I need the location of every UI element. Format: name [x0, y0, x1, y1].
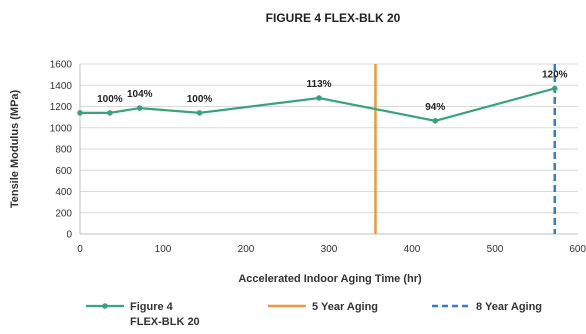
- x-tick-label: 0: [77, 244, 83, 255]
- y-tick-label: 0: [66, 230, 72, 241]
- legend-series-marker: [102, 303, 108, 309]
- x-axis-label: Accelerated Indoor Aging Time (hr): [238, 273, 422, 285]
- y-tick-label: 1200: [50, 102, 73, 113]
- x-tick-label: 600: [569, 244, 586, 255]
- x-axis-ticks: 0 100 200 300 400 500 600: [77, 244, 586, 255]
- plot-border: [79, 64, 578, 235]
- data-point: [77, 110, 83, 116]
- data-point: [136, 105, 143, 111]
- data-label: 100%: [187, 94, 213, 105]
- data-point: [551, 85, 558, 92]
- reference-lines: [374, 64, 557, 234]
- y-axis-ticks: 0 200 400 600 800 1000 1200 1400 1600: [50, 60, 73, 241]
- y-tick-label: 600: [55, 166, 72, 177]
- y-tick-label: 1400: [50, 81, 73, 92]
- x-tick-label: 100: [155, 244, 172, 255]
- data-label: 120%: [542, 69, 568, 80]
- x-tick-label: 300: [321, 244, 338, 255]
- data-point: [432, 118, 439, 124]
- data-label: 94%: [425, 102, 445, 113]
- y-tick-label: 1000: [50, 123, 73, 134]
- y-tick-label: 400: [55, 187, 72, 198]
- data-point: [107, 110, 113, 116]
- series-group: [77, 85, 558, 124]
- data-label: 113%: [307, 79, 332, 90]
- data-point: [316, 95, 322, 101]
- legend: Figure 4 FLEX-BLK 20 5 Year Aging 8 Year Ag…: [86, 301, 542, 328]
- y-tick-label: 800: [55, 145, 72, 156]
- legend-reference-label-1: 8 Year Aging: [476, 301, 542, 313]
- data-labels: 100% 104% 100% 113% 94% 120%: [97, 69, 568, 112]
- data-point: [196, 110, 203, 116]
- x-tick-label: 500: [487, 244, 504, 255]
- legend-series-label: FLEX-BLK 20: [130, 316, 200, 328]
- x-tick-label: 400: [404, 244, 421, 255]
- data-label: 104%: [127, 89, 153, 100]
- y-tick-label: 200: [55, 208, 72, 219]
- y-axis-label: Tensile Modulus (MPa): [9, 89, 21, 208]
- x-tick-label: 200: [238, 244, 255, 255]
- chart-title: FIGURE 4 FLEX-BLK 20: [266, 11, 401, 25]
- legend-series-label: Figure 4: [130, 301, 174, 313]
- legend-reference-label-0: 5 Year Aging: [312, 301, 378, 313]
- grid: [80, 63, 578, 235]
- y-tick-label: 1600: [50, 60, 73, 71]
- data-label: 100%: [97, 94, 123, 105]
